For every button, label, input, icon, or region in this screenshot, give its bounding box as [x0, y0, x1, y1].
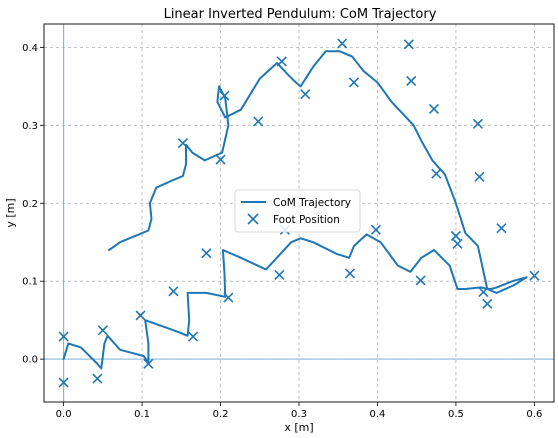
x-tick-label: 0.0	[56, 409, 72, 420]
foot-position-marker	[406, 75, 417, 86]
x-tick-label: 0.4	[370, 409, 386, 420]
foot-position-marker	[276, 56, 287, 67]
y-tick-label: 0.4	[22, 43, 38, 54]
chart-title: Linear Inverted Pendulum: CoM Trajectory	[164, 7, 437, 22]
foot-position-marker	[219, 90, 230, 101]
y-tick-label: 0.0	[22, 355, 38, 366]
x-tick-label: 0.5	[448, 409, 464, 420]
x-tick-label: 0.3	[291, 409, 307, 420]
foot-position-marker	[478, 287, 489, 298]
legend-box	[234, 189, 361, 233]
foot-position-marker	[452, 238, 463, 249]
foot-position-marker	[215, 154, 226, 165]
series-line-com-trajectory	[62, 50, 528, 370]
foot-position-marker	[253, 116, 264, 127]
foot-position-marker	[337, 38, 348, 49]
foot-position-marker	[92, 373, 103, 384]
data-layer	[58, 38, 540, 388]
y-tick-label: 0.1	[22, 277, 38, 288]
foot-position-marker	[428, 103, 440, 115]
foot-position-marker	[188, 331, 199, 342]
foot-position-marker	[58, 377, 69, 388]
legend-label-com-trajectory: CoM Trajectory	[273, 197, 351, 209]
y-tick-label: 0.2	[22, 199, 38, 210]
foot-position-marker	[344, 268, 356, 279]
x-axis-label: x [m]	[284, 421, 313, 434]
y-axis-label: y [m]	[4, 198, 17, 227]
foot-position-marker	[97, 325, 108, 336]
foot-position-marker	[431, 168, 442, 179]
y-tick-label: 0.3	[22, 121, 38, 132]
foot-position-marker	[135, 310, 146, 321]
axis-ticks: 0.0 0.1 0.2 0.3 0.4 0.5 0.6 0.0 0.1 0.2 0.3 0.4	[22, 43, 542, 420]
foot-position-marker	[472, 118, 483, 129]
x-tick-label: 0.1	[134, 409, 150, 420]
foot-position-marker	[474, 171, 485, 182]
foot-position-marker	[415, 275, 426, 286]
foot-position-marker	[496, 223, 507, 234]
foot-position-marker	[274, 269, 285, 281]
legend: CoM Trajectory Foot Position	[234, 189, 361, 233]
foot-position-marker	[482, 298, 493, 309]
foot-position-marker	[300, 89, 311, 100]
foot-position-marker	[177, 138, 188, 149]
x-tick-label: 0.2	[213, 409, 229, 420]
foot-position-marker	[143, 358, 154, 369]
foot-position-marker	[450, 230, 461, 242]
x-tick-label: 0.6	[526, 409, 542, 420]
legend-x-marker-swatch	[247, 213, 259, 225]
foot-position-marker	[370, 224, 381, 235]
foot-position-marker	[529, 270, 540, 281]
reference-lines	[44, 24, 554, 402]
foot-position-marker	[403, 39, 414, 50]
foot-position-marker	[223, 292, 234, 303]
foot-position-marker	[58, 331, 69, 342]
foot-position-marker	[348, 77, 359, 88]
legend-label-foot-position: Foot Position	[273, 214, 340, 226]
foot-position-marker	[201, 248, 212, 259]
plot-area: 0.0 0.1 0.2 0.3 0.4 0.5 0.6 0.0 0.1 0.2 0.3 0.4	[22, 23, 555, 420]
foot-position-marker	[168, 286, 179, 297]
